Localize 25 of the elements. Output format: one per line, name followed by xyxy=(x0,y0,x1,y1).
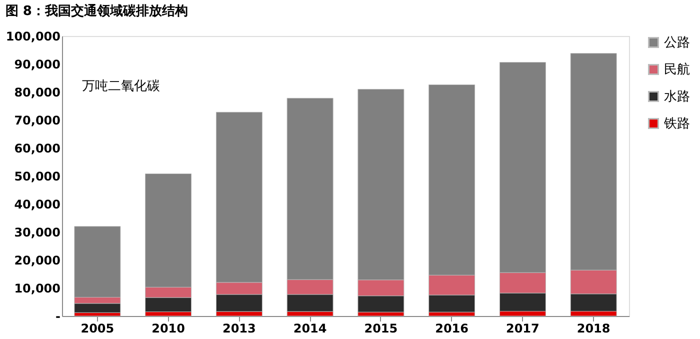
legend-label: 民航 xyxy=(664,62,690,78)
x-tick-label: 2014 xyxy=(293,322,327,336)
x-tick-label: 2010 xyxy=(152,322,186,336)
y-tick-label: 20,000 xyxy=(14,254,60,268)
x-tick-label: 2017 xyxy=(506,322,540,336)
legend-label: 公路 xyxy=(664,36,690,50)
y-tick-label: 40,000 xyxy=(14,198,60,212)
y-tick-label: 50,000 xyxy=(14,170,60,184)
x-tick-label: 2015 xyxy=(364,322,398,336)
x-tick-label: 2016 xyxy=(435,322,469,336)
y-tick-label: 100,000 xyxy=(6,30,60,44)
y-tick-label: 30,000 xyxy=(14,226,60,240)
x-tick-label: 2013 xyxy=(222,322,256,336)
y-tick-label: 60,000 xyxy=(14,142,60,156)
x-tick-label: 2018 xyxy=(576,322,610,336)
chart-title: 图 8：我国交通领域碳排放结构 xyxy=(5,3,188,19)
y-tick-label: 10,000 xyxy=(14,282,60,296)
legend-label: 铁路 xyxy=(663,116,690,132)
x-tick-label: 2005 xyxy=(80,322,114,336)
y-tick-label: 90,000 xyxy=(14,58,60,72)
annotation: 万吨二氧化碳 xyxy=(82,79,160,94)
y-tick-label: 70,000 xyxy=(14,114,60,128)
y-tick-label: - xyxy=(56,310,61,324)
y-tick-label: 80,000 xyxy=(14,86,60,100)
legend-label: 水路 xyxy=(664,90,690,104)
